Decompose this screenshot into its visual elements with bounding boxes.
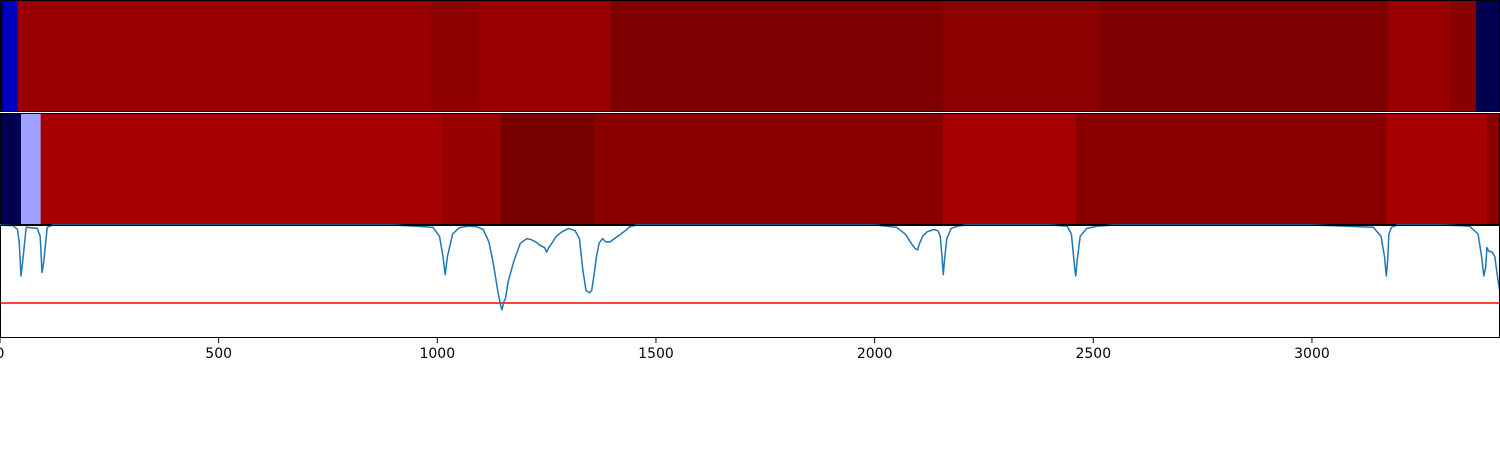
heatmap-cell (1075, 113, 1387, 225)
heatmap-cell (594, 113, 943, 225)
x-tick-label: 3000 (1294, 346, 1330, 362)
heatmap-cell (1486, 113, 1500, 225)
heatmap-cell (1449, 0, 1477, 112)
heatmap-cell (0, 113, 22, 225)
x-tick-label: 1500 (638, 346, 674, 362)
heatmap-cell (0, 0, 4, 112)
x-tick-label: 0 (0, 346, 4, 362)
heatmap-cell (1386, 113, 1488, 225)
heatmap-cell (3, 0, 18, 112)
heatmap-cell (441, 113, 502, 225)
line-plot-panel (0, 224, 1500, 338)
heatmap-cell (942, 113, 1077, 225)
x-tick-label: 1000 (419, 346, 455, 362)
x-tick-label: 500 (205, 346, 232, 362)
x-tick-label: 2000 (857, 346, 893, 362)
heatmap-top-panel (0, 0, 1500, 112)
heatmap-cell (40, 113, 443, 225)
heatmap-cell (942, 0, 1101, 112)
series-line (0, 224, 1500, 311)
heatmap-cell (1475, 0, 1500, 112)
heatmap-cell (500, 113, 596, 225)
heatmap-cell (17, 0, 432, 112)
heatmap-cell (610, 0, 943, 112)
plot-background (0, 225, 1500, 338)
heatmap-bottom-panel (0, 113, 1500, 225)
x-tick-label: 2500 (1075, 346, 1111, 362)
heatmap-cell (1099, 0, 1389, 112)
x-axis: 0 500 1000 1500 2000 2500 3000 (0, 338, 1330, 362)
heatmap-cell (430, 0, 480, 112)
heatmap-cell (1388, 0, 1451, 112)
heatmap-cell (478, 0, 611, 112)
heatmap-cell (20, 113, 42, 225)
